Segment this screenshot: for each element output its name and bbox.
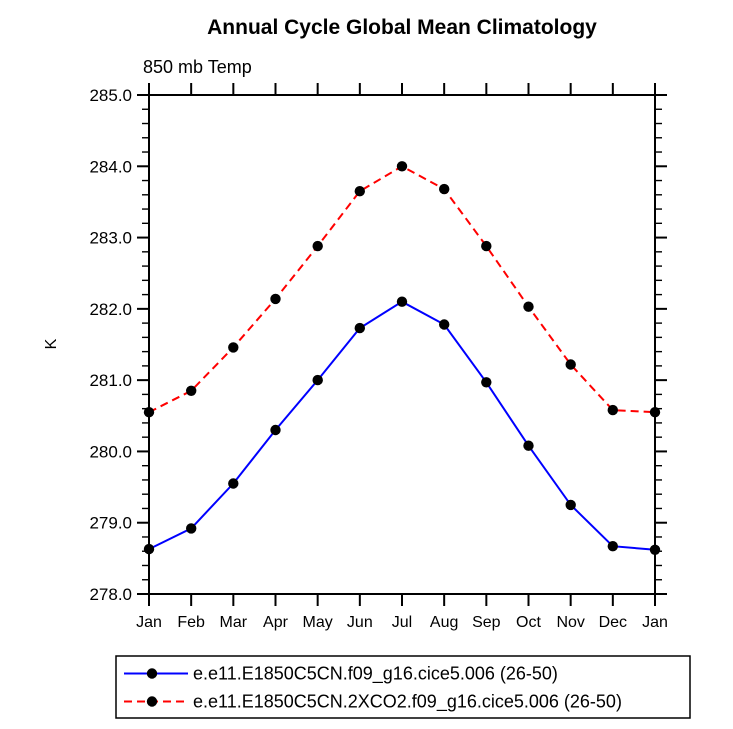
data-point-marker [523,301,534,312]
x-tick-label: Dec [599,614,627,631]
y-tick-label: 280.0 [89,442,132,461]
data-point-marker [396,296,408,307]
data-point-marker [143,543,155,555]
y-tick-label: 284.0 [89,157,132,176]
x-tick-label: Sep [472,614,501,631]
data-point-marker [481,240,492,252]
x-tick-label: Mar [220,614,248,631]
chart-subtitle: 850 mb Temp [143,57,252,77]
y-tick-label: 283.0 [89,229,132,248]
data-point-marker [481,377,492,388]
x-tick-label: May [303,614,333,631]
legend-marker [146,668,158,679]
data-point-marker [228,478,239,489]
legend-marker [146,696,158,707]
data-point-marker [565,499,576,511]
x-tick-label: Nov [556,614,584,631]
data-point-marker [143,407,155,418]
data-point-marker [607,404,618,416]
data-point-marker [439,319,450,330]
data-point-marker [312,240,323,252]
data-point-marker [649,407,661,418]
y-tick-label: 279.0 [89,514,132,533]
legend-label: e.e11.E1850C5CN.f09_g16.cice5.006 (26-50… [193,664,558,685]
data-point-marker [396,161,408,172]
x-tick-label: Aug [430,614,458,631]
data-point-marker [312,374,323,386]
data-point-marker [649,544,661,555]
y-axis-title: K [43,338,60,349]
legend-box [115,655,691,719]
data-point-marker [228,342,239,353]
legend: e.e11.E1850C5CN.f09_g16.cice5.006 (26-50… [115,655,691,719]
series-line-2xco2 [148,165,656,414]
data-point-marker [186,523,197,534]
x-tick-label: Jan [642,614,668,631]
x-tick-label: Feb [177,614,205,631]
data-point-marker [607,541,618,552]
y-tick-label: 282.0 [89,300,132,319]
data-point-marker [565,359,576,370]
y-tick-label: 281.0 [89,371,132,390]
data-point-marker [270,293,281,305]
data-point-marker [523,440,534,451]
x-tick-label: Jul [392,614,412,631]
data-point-marker [439,183,450,195]
data-series [143,161,661,555]
x-axis-ticks: Jan Feb Mar Apr May Jun Jul Aug Sep Oct Nov Dec Jan [136,83,668,631]
chart-title: Annual Cycle Global Mean Climatology [207,16,597,39]
series-line-control [148,300,656,551]
data-point-marker [186,385,197,396]
x-tick-label: Oct [516,614,541,631]
legend-label: e.e11.E1850C5CN.2XCO2.f09_g16.cice5.006 … [193,692,622,713]
data-point-marker [354,186,365,197]
y-axis-ticks: 285.0 284.0 283.0 282.0 281.0 280.0 279.0 278.0 [89,86,667,604]
data-point-marker [270,424,281,436]
x-tick-label: Jan [136,614,162,631]
y-tick-label: 278.0 [89,585,132,604]
x-tick-label: Apr [263,614,289,631]
y-tick-label: 285.0 [89,86,132,105]
data-point-marker [354,322,365,334]
x-tick-label: Jun [347,614,373,631]
